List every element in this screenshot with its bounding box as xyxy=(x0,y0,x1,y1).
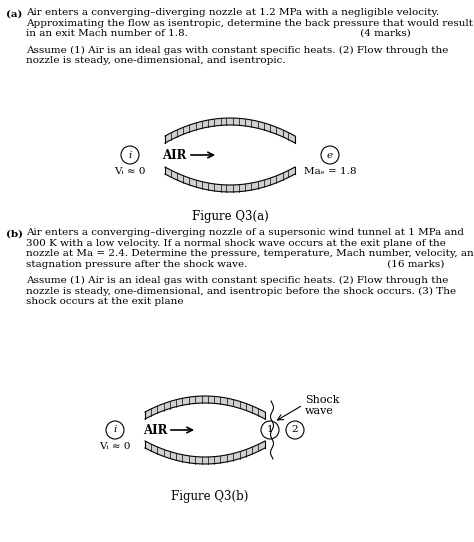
Text: nozzle is steady, one-dimensional, and isentropic.: nozzle is steady, one-dimensional, and i… xyxy=(26,56,286,65)
Circle shape xyxy=(321,146,339,164)
Circle shape xyxy=(261,421,279,439)
Text: 2: 2 xyxy=(292,425,298,435)
Text: (a): (a) xyxy=(6,10,22,19)
Text: in an exit Mach number of 1.8.                                                  : in an exit Mach number of 1.8. xyxy=(26,29,411,38)
Polygon shape xyxy=(165,118,295,143)
Text: shock occurs at the exit plane: shock occurs at the exit plane xyxy=(26,297,183,306)
Text: Air enters a converging–diverging nozzle of a supersonic wind tunnel at 1 MPa an: Air enters a converging–diverging nozzle… xyxy=(26,228,464,237)
Text: (b): (b) xyxy=(6,230,23,239)
Text: Maₑ = 1.8: Maₑ = 1.8 xyxy=(304,167,356,176)
Text: Assume (1) Air is an ideal gas with constant specific heats. (2) Flow through th: Assume (1) Air is an ideal gas with cons… xyxy=(26,46,448,55)
Text: Figure Q3(b): Figure Q3(b) xyxy=(171,490,249,503)
Polygon shape xyxy=(145,396,265,419)
Text: nozzle is steady, one-dimensional, and isentropic before the shock occurs. (3) T: nozzle is steady, one-dimensional, and i… xyxy=(26,287,456,295)
Text: Air enters a converging–diverging nozzle at 1.2 MPa with a negligible velocity.: Air enters a converging–diverging nozzle… xyxy=(26,8,439,17)
Text: e: e xyxy=(327,151,333,159)
Circle shape xyxy=(121,146,139,164)
Text: stagnation pressure after the shock wave.                                       : stagnation pressure after the shock wave… xyxy=(26,260,444,269)
Text: Shock: Shock xyxy=(305,395,339,405)
Text: AIR: AIR xyxy=(162,149,186,162)
Circle shape xyxy=(286,421,304,439)
Text: Vᵢ ≈ 0: Vᵢ ≈ 0 xyxy=(114,167,146,176)
Text: i: i xyxy=(128,151,132,159)
Text: Approximating the flow as isentropic, determine the back pressure that would res: Approximating the flow as isentropic, de… xyxy=(26,18,473,28)
Polygon shape xyxy=(165,167,295,192)
Circle shape xyxy=(106,421,124,439)
Text: Figure Q3(a): Figure Q3(a) xyxy=(191,210,268,223)
Text: Assume (1) Air is an ideal gas with constant specific heats. (2) Flow through th: Assume (1) Air is an ideal gas with cons… xyxy=(26,276,448,285)
Text: 300 K with a low velocity. If a normal shock wave occurs at the exit plane of th: 300 K with a low velocity. If a normal s… xyxy=(26,238,446,248)
Polygon shape xyxy=(145,441,265,464)
Text: Vᵢ ≈ 0: Vᵢ ≈ 0 xyxy=(99,442,131,451)
Text: AIR: AIR xyxy=(143,424,167,437)
Text: 1: 1 xyxy=(267,425,273,435)
Text: i: i xyxy=(113,425,117,435)
Text: nozzle at Ma = 2.4. Determine the pressure, temperature, Mach number, velocity, : nozzle at Ma = 2.4. Determine the pressu… xyxy=(26,249,474,258)
Text: wave: wave xyxy=(305,406,334,416)
